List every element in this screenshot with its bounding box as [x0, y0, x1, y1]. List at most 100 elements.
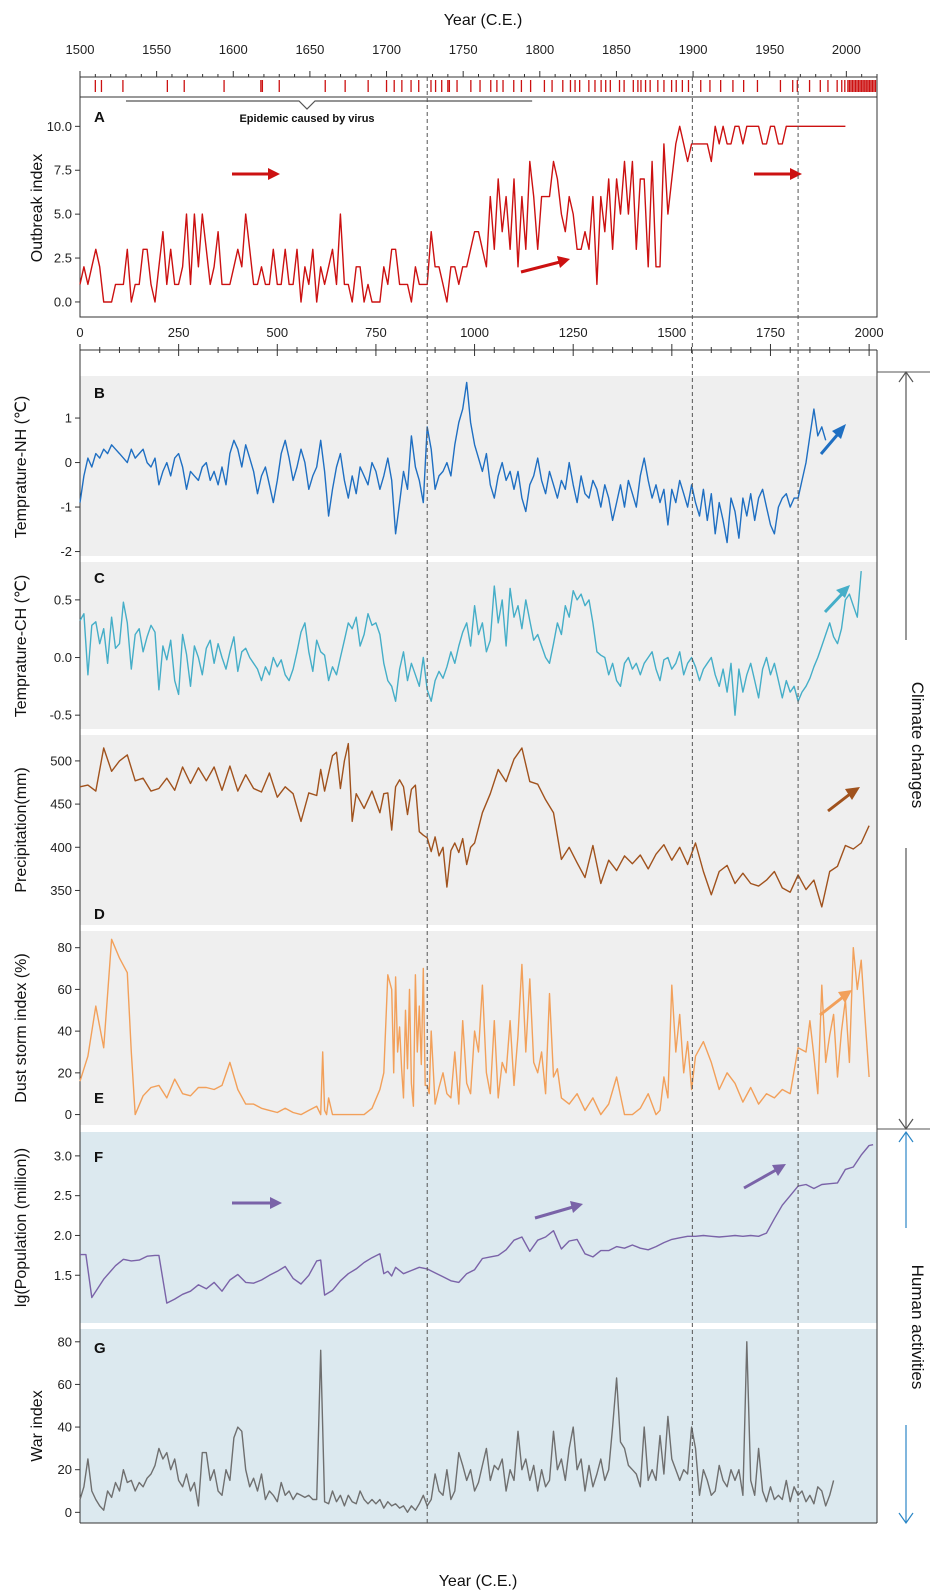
panel-b-ytick-label: -1: [60, 500, 72, 515]
reference-lines: [426, 77, 799, 1523]
panel-c-series-line: [79, 571, 862, 716]
panel-a-xtick-label: 1000: [460, 325, 489, 340]
panel-a-ytick-label: 2.5: [54, 251, 72, 266]
precip-trend-arrow: [827, 787, 860, 813]
panel-g-series-line: [79, 1341, 835, 1513]
panel-b-letter: B: [94, 385, 105, 402]
panel-c-ytick-label: 0.0: [54, 650, 72, 665]
panel-a-xtick-label: 1250: [559, 325, 588, 340]
panel-b-ytick-label: 1: [65, 411, 72, 426]
panel-g-ylabel: War index: [29, 1390, 46, 1461]
top-axis-tick-label: 1750: [449, 42, 478, 57]
climate-changes-label: Climate changes: [908, 682, 927, 809]
panel-a-series-line: [79, 125, 846, 303]
panel-e-ytick-label: 40: [58, 1024, 72, 1039]
panel-g: 0 20 40 60 80 War index G: [29, 1334, 835, 1520]
top-axis-tick-label: 1950: [755, 42, 784, 57]
outbreak-trend-arrow-late: [754, 168, 802, 180]
panel-e: 0 20 40 60 80 Dust storm index (%) E: [13, 938, 870, 1122]
panel-d: 350 400 450 500 Precipitation(mm) D: [13, 742, 870, 923]
panel-a-xtick-label: 250: [168, 325, 190, 340]
panel-a-xtick-label: 750: [365, 325, 387, 340]
panel-f-ytick-label: 1.5: [54, 1268, 72, 1283]
panel-g-ytick-label: 80: [58, 1334, 72, 1349]
panel-f-letter: F: [94, 1149, 103, 1166]
panel-a-ytick-label: 0.0: [54, 294, 72, 309]
panel-e-background: [80, 931, 877, 1125]
top-axis-tick-label: 1550: [142, 42, 171, 57]
trend-arrows: [232, 168, 860, 1220]
panel-d-ytick-label: 450: [50, 797, 72, 812]
panel-d-ytick-label: 350: [50, 883, 72, 898]
panel-b: -2 -1 0 1 Temprature-NH (℃) B: [13, 381, 827, 559]
panel-b-ytick-label: -2: [60, 544, 72, 559]
population-trend-arrow-middle: [534, 1201, 583, 1220]
panel-a-ylabel: Outbreak index: [29, 154, 46, 263]
panel-g-letter: G: [94, 1340, 106, 1357]
top-axis-tick-label: 1800: [525, 42, 554, 57]
panel-f-ytick-label: 3.0: [54, 1148, 72, 1163]
panel-f-ytick-label: 2.5: [54, 1188, 72, 1203]
outbreak-trend-arrow-early: [232, 168, 280, 180]
panel-b-ytick-label: 0: [65, 455, 72, 470]
panel-d-ytick-label: 400: [50, 840, 72, 855]
panel-c-ytick-label: -0.5: [50, 708, 72, 723]
human-activities-bracket: Human activities: [898, 1130, 927, 1525]
panel-c-letter: C: [94, 570, 105, 587]
epidemic-span-bracket: [125, 100, 533, 110]
population-trend-arrow-early: [232, 1197, 282, 1209]
panel-g-ytick-label: 40: [58, 1420, 72, 1435]
panel-g-ytick-label: 20: [58, 1462, 72, 1477]
panel-e-ytick-label: 80: [58, 940, 72, 955]
dust-trend-arrow: [819, 990, 852, 1017]
panel-d-series-line: [79, 742, 870, 908]
panel-c-ytick-label: 0.5: [54, 592, 72, 607]
panel-b-series-line: [79, 381, 827, 544]
panel-c-background: [80, 562, 877, 729]
panel-a-frame: [79, 76, 878, 318]
temp-nh-trend-arrow: [819, 424, 846, 455]
panel-e-ytick-label: 20: [58, 1065, 72, 1080]
panel-a-xtick-label: 1500: [657, 325, 686, 340]
outbreak-trend-arrow-middle: [520, 256, 570, 274]
panel-a-xtick-label: 0: [76, 325, 83, 340]
panel-g-ytick-label: 0: [65, 1505, 72, 1520]
virus-epidemic-ticks: [94, 80, 877, 92]
top-x-axis-title: Year (C.E.): [444, 12, 523, 29]
panel-a-ytick-label: 5.0: [54, 207, 72, 222]
epidemic-note: Epidemic caused by virus: [239, 113, 374, 125]
top-axis-tick-label: 1850: [602, 42, 631, 57]
panel-f-ylabel: lg(Population (million)): [13, 1148, 30, 1307]
top-axis-tick-label: 1650: [295, 42, 324, 57]
panel-a-ytick-label: 10.0: [47, 119, 72, 134]
human-bracket-up-arrow: [898, 1130, 914, 1143]
climate-changes-bracket: Climate changes: [877, 370, 930, 1131]
top-axis-tick-label: 1600: [219, 42, 248, 57]
panel-e-series-line: [79, 938, 870, 1116]
panel-a-xtick-label: 2000: [855, 325, 884, 340]
human-bracket-down-arrow: [898, 1512, 914, 1525]
panel-a: 0.0 2.5 5.0 7.5 10.0 Outbreak index A 0 250 500 75…: [29, 109, 884, 356]
panel-e-letter: E: [94, 1090, 104, 1107]
top-x-axis-ticks: 1500 1550 1600 1650 1700 1750 1800 1850 1900 1950…: [66, 42, 878, 77]
panel-d-letter: D: [94, 906, 105, 923]
panel-f: 1.5 2.0 2.5 3.0 lg(Population (million)) F: [13, 1144, 874, 1307]
top-axis-tick-label: 1700: [372, 42, 401, 57]
population-trend-arrow-late: [743, 1164, 786, 1190]
top-axis-tick-label: 2000: [832, 42, 861, 57]
bottom-x-axis-title: Year (C.E.): [439, 1573, 518, 1590]
panel-f-series-line: [80, 1144, 874, 1304]
top-axis-tick-label: 1900: [679, 42, 708, 57]
panel-f-background: [80, 1132, 877, 1323]
human-activities-label: Human activities: [908, 1265, 927, 1390]
panel-d-ylabel: Precipitation(mm): [13, 767, 30, 892]
panel-c: -0.5 0.0 0.5 Temprature-CH (℃) C: [13, 570, 862, 723]
panel-e-ylabel: Dust storm index (%): [13, 953, 30, 1102]
panel-e-ytick-label: 0: [65, 1107, 72, 1122]
panel-a-xtick-label: 500: [266, 325, 288, 340]
panel-b-background: [80, 376, 877, 556]
panel-g-ytick-label: 60: [58, 1377, 72, 1392]
panel-b-ylabel: Temprature-NH (℃): [13, 396, 30, 538]
